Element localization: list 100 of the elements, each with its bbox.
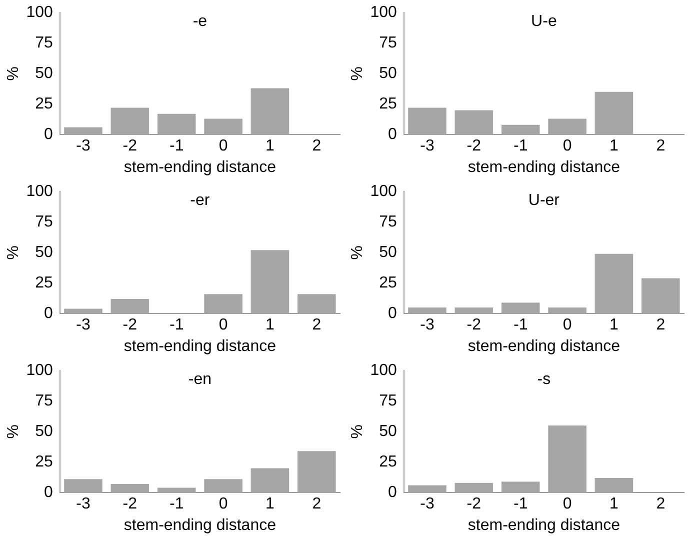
x-tick-label: -1 <box>169 316 184 334</box>
x-tick-label: -3 <box>76 316 90 334</box>
bar <box>548 426 586 493</box>
x-axis-title: stem-ending distance <box>124 338 276 355</box>
y-tick-label: 25 <box>35 96 53 113</box>
bar <box>501 302 540 314</box>
x-tick-label: -1 <box>513 496 528 513</box>
x-axis-title: stem-ending distance <box>124 516 276 534</box>
x-tick-label: 2 <box>656 316 666 334</box>
y-tick-label: 50 <box>379 65 397 82</box>
y-tick-label: 75 <box>35 392 53 410</box>
y-axis-title: % <box>5 66 22 81</box>
y-tick-label: 25 <box>35 274 53 292</box>
chart-title: U-e <box>531 13 557 30</box>
x-tick-label: -2 <box>122 138 138 155</box>
x-axis-title: stem-ending distance <box>468 516 620 534</box>
x-tick-label: 1 <box>610 316 619 334</box>
bar <box>454 110 494 135</box>
bar <box>454 482 494 493</box>
x-tick-label: 2 <box>656 496 666 513</box>
x-axis-title: stem-ending distance <box>468 338 620 355</box>
x-tick-label: -1 <box>513 316 528 334</box>
bar <box>157 114 196 135</box>
x-tick-label: -3 <box>420 316 434 334</box>
y-tick-label: 0 <box>44 126 53 144</box>
y-tick-label: 25 <box>379 274 397 292</box>
bar <box>501 482 540 493</box>
y-tick-label: 25 <box>379 96 397 113</box>
y-tick-label: 50 <box>35 65 53 82</box>
y-tick-label: 100 <box>26 183 53 200</box>
x-tick-label: -1 <box>169 138 184 155</box>
x-tick-label: 2 <box>312 496 322 513</box>
x-tick-label: 1 <box>266 496 275 513</box>
bar <box>110 108 150 135</box>
x-tick-label: -2 <box>122 316 138 334</box>
y-tick-label: 50 <box>379 244 397 262</box>
bar <box>548 308 586 314</box>
y-tick-label: 25 <box>379 454 397 471</box>
bar <box>204 479 242 493</box>
bar <box>250 88 290 135</box>
y-tick-label: 50 <box>35 244 53 262</box>
x-tick-label: 0 <box>562 496 572 513</box>
x-tick-label: -3 <box>76 496 90 513</box>
y-tick-label: 75 <box>379 34 397 52</box>
x-tick-label: -3 <box>76 138 90 155</box>
bar <box>110 298 150 314</box>
bar <box>642 278 680 314</box>
x-tick-label: -2 <box>122 496 138 513</box>
chart-title: U-er <box>528 192 560 210</box>
x-tick-label: -2 <box>466 138 482 155</box>
y-tick-label: 100 <box>26 4 53 22</box>
y-tick-label: 75 <box>35 34 53 52</box>
y-axis-title: % <box>5 245 22 260</box>
bar <box>408 108 446 135</box>
x-tick-label: 0 <box>218 138 228 155</box>
chart-title: -er <box>190 192 210 210</box>
y-tick-label: 75 <box>379 214 397 231</box>
x-tick-label: 0 <box>562 316 572 334</box>
y-tick-label: 0 <box>44 484 53 502</box>
x-tick-label: -1 <box>513 138 528 155</box>
y-tick-label: 75 <box>35 214 53 231</box>
bar <box>408 308 446 314</box>
bar <box>298 451 336 493</box>
bar <box>594 92 634 135</box>
y-tick-label: 75 <box>379 392 397 410</box>
y-tick-label: 0 <box>44 305 53 322</box>
x-tick-label: 0 <box>218 496 228 513</box>
bar <box>250 468 290 493</box>
bar <box>204 118 242 135</box>
y-tick-label: 25 <box>35 454 53 471</box>
y-tick-label: 0 <box>388 305 397 322</box>
x-tick-label: 1 <box>266 138 275 155</box>
x-tick-label: -2 <box>466 316 482 334</box>
x-tick-label: 0 <box>218 316 228 334</box>
y-tick-label: 100 <box>370 4 397 22</box>
x-tick-label: -3 <box>420 138 434 155</box>
bar <box>454 308 494 314</box>
bar <box>204 294 242 314</box>
bar <box>501 124 540 135</box>
y-axis-title: % <box>349 424 366 439</box>
chart-title: -e <box>192 13 208 30</box>
y-tick-label: 100 <box>26 362 53 380</box>
y-tick-label: 0 <box>388 484 397 502</box>
x-tick-label: 1 <box>610 138 619 155</box>
bar <box>548 118 586 135</box>
x-tick-label: -2 <box>466 496 482 513</box>
bar <box>64 127 102 135</box>
y-tick-label: 100 <box>370 362 397 380</box>
x-tick-label: -3 <box>420 496 434 513</box>
x-tick-label: 1 <box>610 496 619 513</box>
y-axis-title: % <box>349 245 366 260</box>
bar <box>110 484 150 493</box>
x-tick-label: 0 <box>562 138 572 155</box>
y-tick-label: 100 <box>370 183 397 200</box>
y-tick-label: 50 <box>379 423 397 440</box>
y-tick-label: 50 <box>35 423 53 440</box>
x-tick-label: 1 <box>266 316 275 334</box>
x-tick-label: 2 <box>312 138 322 155</box>
bar <box>64 308 102 314</box>
y-axis-title: % <box>5 424 22 439</box>
